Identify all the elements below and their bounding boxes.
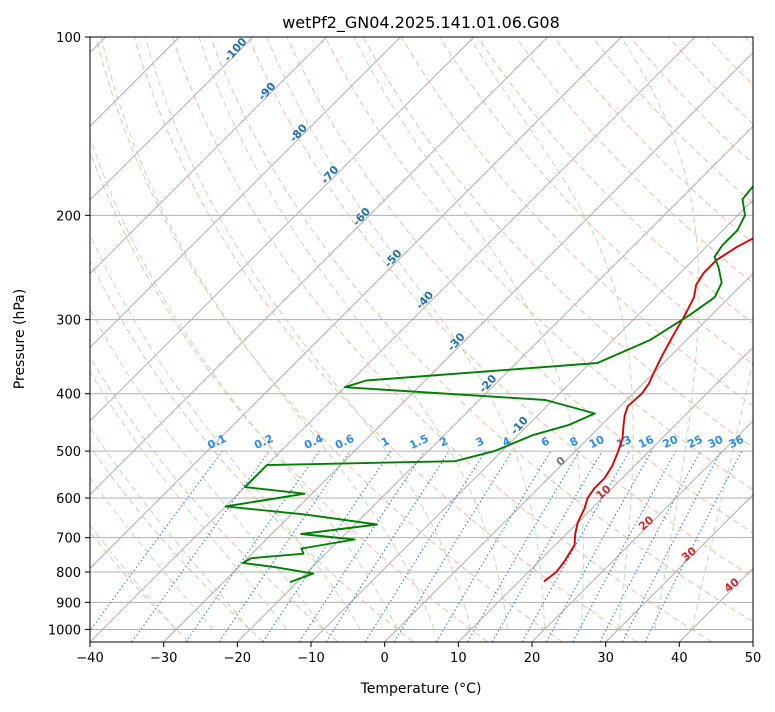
- x-tick-label: −10: [297, 651, 324, 666]
- y-tick-label: 500: [56, 445, 81, 460]
- x-tick-label: 20: [524, 651, 541, 666]
- y-tick-label: 800: [56, 566, 81, 581]
- y-tick-label: 400: [56, 388, 81, 403]
- y-tick-label: 1000: [48, 623, 81, 638]
- y-tick-label: 700: [56, 532, 81, 547]
- y-tick-label: 900: [56, 596, 81, 611]
- y-tick-label: 200: [56, 209, 81, 224]
- x-tick-label: 50: [745, 651, 762, 666]
- x-axis-label: Temperature (°C): [360, 681, 482, 697]
- x-tick-label: −40: [76, 651, 103, 666]
- y-tick-label: 600: [56, 492, 81, 507]
- y-axis-label: Pressure (hPa): [12, 289, 28, 389]
- x-tick-label: 0: [381, 651, 389, 666]
- x-tick-label: 40: [671, 651, 688, 666]
- x-tick-label: 30: [597, 651, 614, 666]
- y-tick-label: 100: [56, 31, 81, 46]
- x-tick-label: −20: [224, 651, 251, 666]
- chart-title: wetPf2_GN04.2025.141.01.06.G08: [282, 13, 560, 33]
- x-tick-label: −30: [150, 651, 177, 666]
- x-tick-label: 10: [450, 651, 467, 666]
- y-tick-label: 300: [56, 314, 81, 329]
